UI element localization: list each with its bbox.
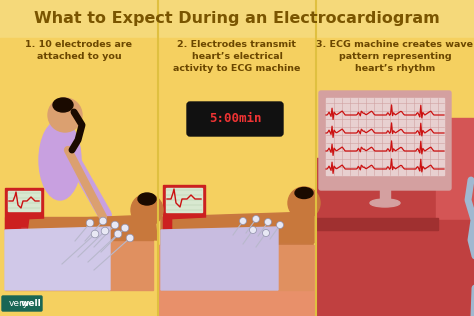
Circle shape	[48, 98, 82, 132]
Text: What to Expect During an Electrocardiogram: What to Expect During an Electrocardiogr…	[34, 11, 440, 27]
Circle shape	[263, 229, 270, 236]
Bar	[0, 0, 474, 38]
Ellipse shape	[295, 187, 313, 198]
Circle shape	[101, 227, 109, 235]
Text: well: well	[21, 300, 42, 308]
Ellipse shape	[138, 193, 156, 205]
Circle shape	[114, 230, 122, 238]
Circle shape	[253, 216, 259, 222]
FancyBboxPatch shape	[187, 102, 283, 136]
Circle shape	[126, 234, 134, 242]
Bar	[316, 158, 474, 316]
Polygon shape	[5, 217, 153, 240]
Polygon shape	[161, 245, 313, 290]
Bar	[0, 38, 158, 316]
FancyBboxPatch shape	[319, 91, 451, 190]
Circle shape	[86, 219, 94, 227]
Text: 3. ECG machine creates wave
pattern representing
heart’s rhythm: 3. ECG machine creates wave pattern repr…	[317, 40, 474, 73]
Bar	[158, 38, 316, 316]
Text: very: very	[9, 300, 29, 308]
Circle shape	[264, 218, 272, 226]
Polygon shape	[161, 212, 313, 245]
Bar	[436, 118, 474, 316]
Bar	[316, 38, 474, 158]
Bar	[316, 220, 474, 316]
Bar	[326, 98, 444, 175]
Bar	[8, 191, 40, 211]
Circle shape	[249, 227, 256, 234]
Polygon shape	[173, 213, 314, 243]
Text: 2. Electrodes transmit
heart’s electrical
activity to ECG machine: 2. Electrodes transmit heart’s electrica…	[173, 40, 301, 73]
Text: 1. 10 electrodes are
attached to you: 1. 10 electrodes are attached to you	[26, 40, 133, 61]
Polygon shape	[161, 227, 278, 290]
Circle shape	[288, 187, 320, 219]
Bar	[316, 218, 438, 230]
Circle shape	[276, 222, 283, 228]
Circle shape	[131, 194, 163, 226]
Bar	[380, 188, 390, 200]
Circle shape	[99, 217, 107, 225]
Text: 5:00min: 5:00min	[209, 112, 261, 125]
Circle shape	[91, 230, 99, 238]
Polygon shape	[28, 215, 157, 240]
Bar	[158, 245, 316, 316]
Circle shape	[121, 224, 129, 232]
Bar	[166, 188, 202, 212]
Circle shape	[111, 221, 119, 229]
Ellipse shape	[39, 120, 81, 200]
Ellipse shape	[53, 98, 73, 112]
Ellipse shape	[370, 199, 400, 207]
FancyBboxPatch shape	[2, 296, 42, 311]
Polygon shape	[5, 227, 110, 290]
Circle shape	[239, 217, 246, 224]
Polygon shape	[5, 240, 153, 290]
Bar	[163, 185, 205, 233]
Bar	[5, 188, 43, 230]
